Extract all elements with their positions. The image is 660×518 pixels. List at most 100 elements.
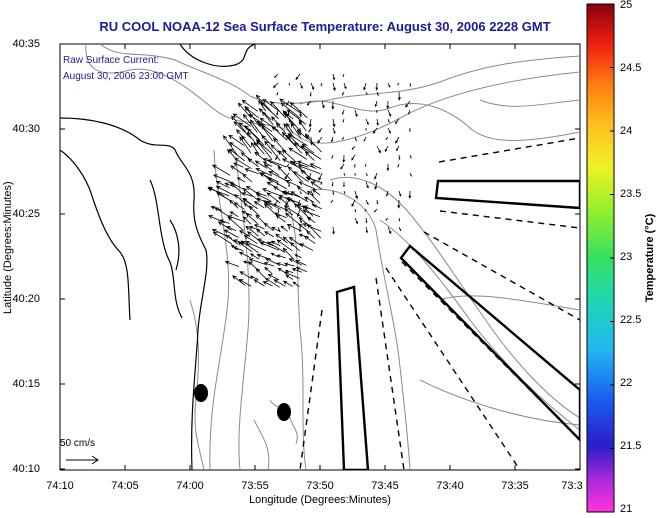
current-vector xyxy=(396,145,400,152)
current-vector xyxy=(275,233,288,244)
current-vector xyxy=(231,275,246,286)
y-tick-label: 40:25 xyxy=(12,208,40,220)
current-vector xyxy=(266,241,286,253)
current-vector xyxy=(288,118,291,124)
current-vector xyxy=(409,82,412,87)
current-vector xyxy=(267,159,287,168)
map-frame xyxy=(59,43,581,471)
current-vector xyxy=(387,127,391,134)
current-vector xyxy=(296,186,309,195)
current-vector xyxy=(296,208,301,218)
current-vector xyxy=(308,118,312,128)
current-vector xyxy=(302,205,314,217)
current-vector xyxy=(290,122,302,139)
current-vector xyxy=(255,168,272,177)
current-vector xyxy=(285,199,290,207)
current-vector xyxy=(398,217,401,222)
current-vector xyxy=(255,267,267,280)
current-vector xyxy=(264,266,273,275)
x-tick-label: 74:10 xyxy=(46,480,74,492)
current-vector xyxy=(273,82,279,89)
current-vector xyxy=(256,238,274,247)
current-vector xyxy=(280,225,288,232)
current-vector xyxy=(288,136,290,141)
current-vector xyxy=(343,172,346,177)
current-vector xyxy=(270,252,279,258)
current-vector xyxy=(253,201,265,209)
current-vector xyxy=(262,98,280,112)
current-vector xyxy=(284,269,294,273)
current-vector xyxy=(297,199,301,205)
current-vector xyxy=(299,163,301,168)
current-vector xyxy=(287,133,308,147)
current-vector xyxy=(239,271,253,280)
y-tick-label: 40:20 xyxy=(12,293,40,305)
current-vector xyxy=(245,240,267,252)
current-vector xyxy=(236,177,246,183)
current-vector xyxy=(303,196,315,203)
current-vector xyxy=(262,281,273,287)
current-vector xyxy=(261,188,280,196)
current-vector xyxy=(342,73,345,78)
current-vector xyxy=(282,247,295,261)
current-vector xyxy=(262,158,281,167)
colorbar-tick-label: 23 xyxy=(620,251,633,263)
current-vector xyxy=(354,190,358,200)
current-vector xyxy=(304,151,315,161)
current-vector xyxy=(234,157,252,170)
current-vector xyxy=(230,182,244,195)
current-vector xyxy=(259,241,280,251)
scale-arrow xyxy=(66,455,99,465)
current-vector xyxy=(256,138,272,160)
current-vector xyxy=(320,82,323,87)
x-tick-label: 73:50 xyxy=(306,480,334,492)
current-vector xyxy=(409,172,412,177)
current-vector xyxy=(310,199,315,207)
overlay-label-line2: August 30, 2006 23:00 GMT xyxy=(63,71,189,82)
current-vector xyxy=(331,100,335,110)
current-vector xyxy=(271,126,288,141)
current-vector xyxy=(239,136,252,154)
current-vector xyxy=(354,172,356,177)
current-vector xyxy=(318,127,323,133)
current-vector xyxy=(264,164,280,176)
colorbar xyxy=(586,3,615,513)
colorbar-title: Temperature (°C) xyxy=(644,213,656,303)
current-vector xyxy=(299,217,302,224)
current-vector xyxy=(342,154,346,163)
current-vector xyxy=(260,102,279,120)
current-vector xyxy=(353,163,356,168)
current-vector xyxy=(283,123,295,139)
current-vector xyxy=(281,149,296,162)
current-vector xyxy=(363,136,367,142)
current-vector xyxy=(300,145,322,160)
current-vector xyxy=(286,109,290,117)
current-vector xyxy=(298,118,302,126)
current-vector xyxy=(305,135,322,153)
current-vector xyxy=(253,224,265,230)
current-vector xyxy=(292,171,309,183)
current-vector xyxy=(292,281,300,288)
current-vector xyxy=(275,154,279,161)
current-vector xyxy=(302,223,322,232)
current-vector xyxy=(285,122,294,134)
current-vector xyxy=(387,118,390,123)
current-vector xyxy=(232,113,252,127)
current-vector xyxy=(354,208,357,213)
current-vector xyxy=(365,199,369,206)
current-vector xyxy=(318,172,323,181)
current-vector xyxy=(233,202,245,210)
current-vector xyxy=(385,217,389,221)
current-vector xyxy=(365,226,368,234)
current-vector xyxy=(386,163,390,172)
y-axis-title: Latitude (Degrees:Minutes) xyxy=(2,181,14,314)
current-vector xyxy=(398,190,402,197)
current-vector xyxy=(242,198,258,210)
current-vector xyxy=(386,100,390,110)
current-vector xyxy=(397,82,400,86)
current-vector xyxy=(237,102,252,118)
current-vector xyxy=(244,125,260,141)
current-vector xyxy=(253,141,265,155)
current-vector xyxy=(242,113,258,133)
current-vector xyxy=(363,82,367,91)
